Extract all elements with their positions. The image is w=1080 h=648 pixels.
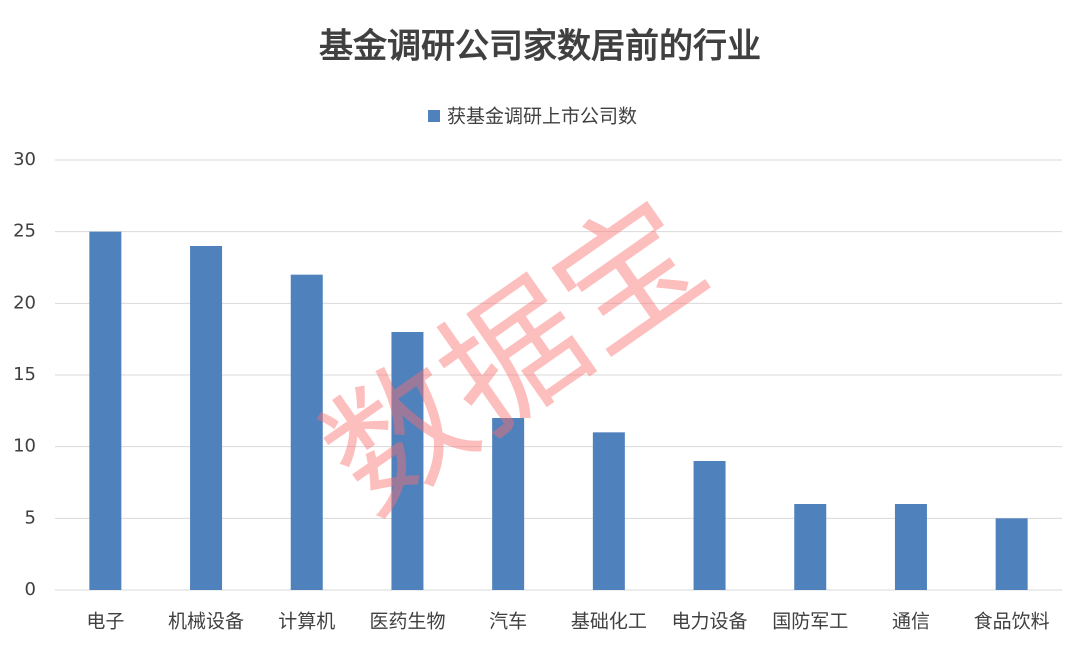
- legend-label: 获基金调研上市公司数: [447, 106, 637, 128]
- y-tick-label: 30: [13, 149, 36, 170]
- x-tick-label: 医药生物: [369, 611, 445, 633]
- chart-title: 基金调研公司家数居前的行业: [319, 27, 761, 67]
- bar: [693, 461, 726, 590]
- x-tick-label: 机械设备: [168, 611, 244, 633]
- bar: [290, 274, 323, 590]
- y-tick-label: 0: [25, 579, 36, 600]
- x-tick-label: 国防军工: [772, 611, 848, 633]
- y-tick-label: 20: [13, 292, 36, 313]
- x-tick-label: 通信: [892, 611, 930, 633]
- x-tick-label: 计算机: [278, 611, 335, 633]
- bar: [894, 504, 927, 590]
- bar: [592, 432, 625, 590]
- legend-swatch: [428, 110, 440, 122]
- x-tick-label: 基础化工: [571, 611, 647, 633]
- y-tick-label: 10: [13, 436, 36, 457]
- x-tick-label: 电子: [86, 611, 124, 633]
- bar: [492, 418, 525, 590]
- bar: [391, 332, 424, 590]
- bar: [995, 518, 1028, 590]
- bar: [794, 504, 827, 590]
- x-tick-label: 食品饮料: [974, 611, 1050, 633]
- y-tick-label: 15: [13, 364, 36, 385]
- x-tick-label: 汽车: [489, 611, 527, 633]
- bar: [190, 246, 223, 590]
- bar: [89, 231, 122, 590]
- y-tick-label: 25: [13, 221, 36, 242]
- x-tick-label: 电力设备: [672, 611, 748, 633]
- y-tick-label: 5: [25, 507, 36, 528]
